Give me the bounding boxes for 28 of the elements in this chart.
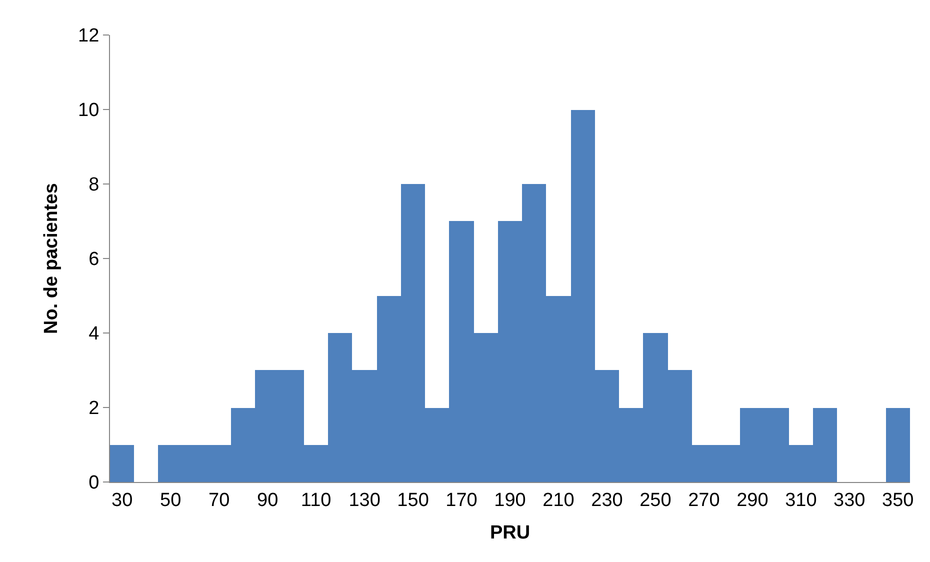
x-tick-label: 230 xyxy=(591,490,623,511)
y-tick-label: 6 xyxy=(88,249,100,270)
bar xyxy=(886,408,910,482)
y-tick-label: 2 xyxy=(88,398,100,420)
x-tick-label: 110 xyxy=(300,490,332,511)
x-tick-label: 70 xyxy=(208,490,230,511)
x-tick-label: 130 xyxy=(348,490,380,511)
x-tick-label: 270 xyxy=(688,490,720,511)
x-tick-label: 290 xyxy=(736,490,768,511)
x-tick-label: 330 xyxy=(834,490,866,511)
x-tick-label: 30 xyxy=(112,490,133,511)
x-axis-title: PRU xyxy=(490,522,530,544)
x-tick-label: 250 xyxy=(640,490,672,511)
x-tick-label: 350 xyxy=(882,490,914,511)
x-tick-label: 190 xyxy=(494,490,526,511)
y-tick-label: 4 xyxy=(88,324,100,345)
x-tick-label: 150 xyxy=(397,490,429,511)
x-tick-label: 310 xyxy=(785,490,817,511)
y-tick-label: 0 xyxy=(88,472,100,494)
bar xyxy=(110,445,134,482)
x-tick-label: 50 xyxy=(160,490,182,511)
y-axis-title: No. de pacientes xyxy=(40,183,62,334)
x-tick-label: 210 xyxy=(542,490,574,511)
x-tick-label: 170 xyxy=(446,490,478,511)
y-tick-label: 12 xyxy=(78,26,100,47)
y-tick-label: 10 xyxy=(78,100,100,122)
y-tick-label: 8 xyxy=(88,174,100,196)
x-tick-label: 90 xyxy=(257,490,278,511)
